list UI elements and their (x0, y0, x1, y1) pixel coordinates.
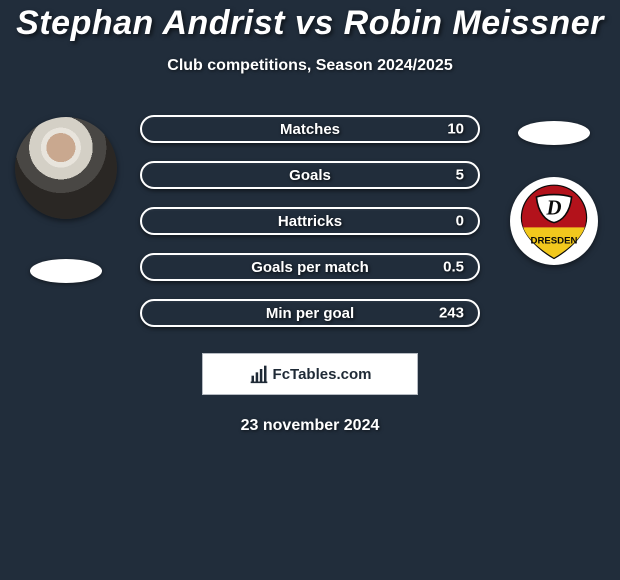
stat-value-right: 243 (439, 305, 464, 322)
stat-value-right: 5 (456, 167, 464, 184)
page-title: Stephan Andrist vs Robin Meissner (0, 4, 620, 43)
comparison-card: Stephan Andrist vs Robin Meissner Club c… (0, 0, 620, 435)
stat-bar-min-per-goal: Min per goal 243 (140, 299, 480, 327)
stat-bar-hattricks: Hattricks 0 (140, 207, 480, 235)
right-club-logo: DRESDEN D (510, 177, 598, 265)
stat-label: Matches (280, 121, 340, 138)
stat-label: Goals (289, 167, 331, 184)
stat-value-right: 0.5 (443, 259, 464, 276)
stat-label: Min per goal (266, 305, 354, 322)
stats-column: Matches 10 Goals 5 Hattricks 0 Goals per… (140, 115, 480, 327)
club-logo-text: DRESDEN (531, 235, 578, 246)
stat-value-right: 10 (447, 121, 464, 138)
stat-bar-goals: Goals 5 (140, 161, 480, 189)
right-club-badge (518, 121, 590, 145)
stat-value-right: 0 (456, 213, 464, 230)
right-player-col: DRESDEN D (498, 115, 610, 265)
subtitle: Club competitions, Season 2024/2025 (0, 57, 620, 75)
stat-bar-matches: Matches 10 (140, 115, 480, 143)
stat-label: Goals per match (251, 259, 369, 276)
svg-text:D: D (545, 197, 561, 220)
date-text: 23 november 2024 (0, 417, 620, 435)
bar-chart-icon (249, 364, 269, 384)
footer-brand-box[interactable]: FcTables.com (202, 353, 418, 395)
main-row: Matches 10 Goals 5 Hattricks 0 Goals per… (0, 115, 620, 327)
stat-bar-goals-per-match: Goals per match 0.5 (140, 253, 480, 281)
left-player-photo (15, 117, 117, 219)
left-club-badge (30, 259, 102, 283)
stat-label: Hattricks (278, 213, 342, 230)
left-player-col (10, 115, 122, 283)
footer-brand-text: FcTables.com (273, 366, 372, 383)
dynamo-dresden-icon: DRESDEN D (514, 181, 594, 261)
